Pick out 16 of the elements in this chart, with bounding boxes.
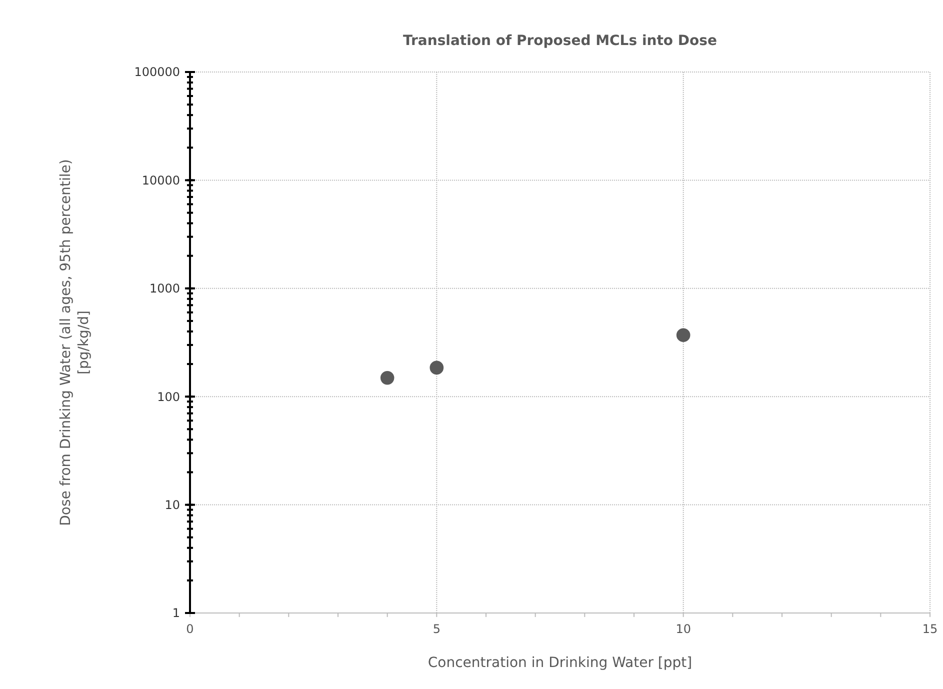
y-tick-label: 10000 bbox=[142, 173, 180, 188]
chart-title: Translation of Proposed MCLs into Dose bbox=[403, 33, 717, 49]
x-tick-label: 10 bbox=[676, 622, 691, 636]
y-tick-label: 1 bbox=[172, 606, 180, 620]
y-tick-label: 1000 bbox=[149, 282, 180, 296]
y-tick-label: 100 bbox=[157, 390, 180, 404]
y-tick-label: 10 bbox=[164, 498, 180, 512]
x-axis-title: Concentration in Drinking Water [ppt] bbox=[428, 655, 692, 671]
y-tick-label: 100000 bbox=[134, 65, 180, 80]
x-tick-label: 5 bbox=[432, 622, 440, 636]
point bbox=[380, 370, 394, 385]
x-tick-label: 0 bbox=[186, 622, 194, 636]
y-axis-title: Dose from Drinking Water (all ages, 95th percentile) [pg/kg/d] bbox=[58, 159, 92, 526]
point bbox=[430, 360, 444, 375]
point bbox=[676, 328, 690, 342]
x-tick-label: 15 bbox=[922, 622, 938, 636]
